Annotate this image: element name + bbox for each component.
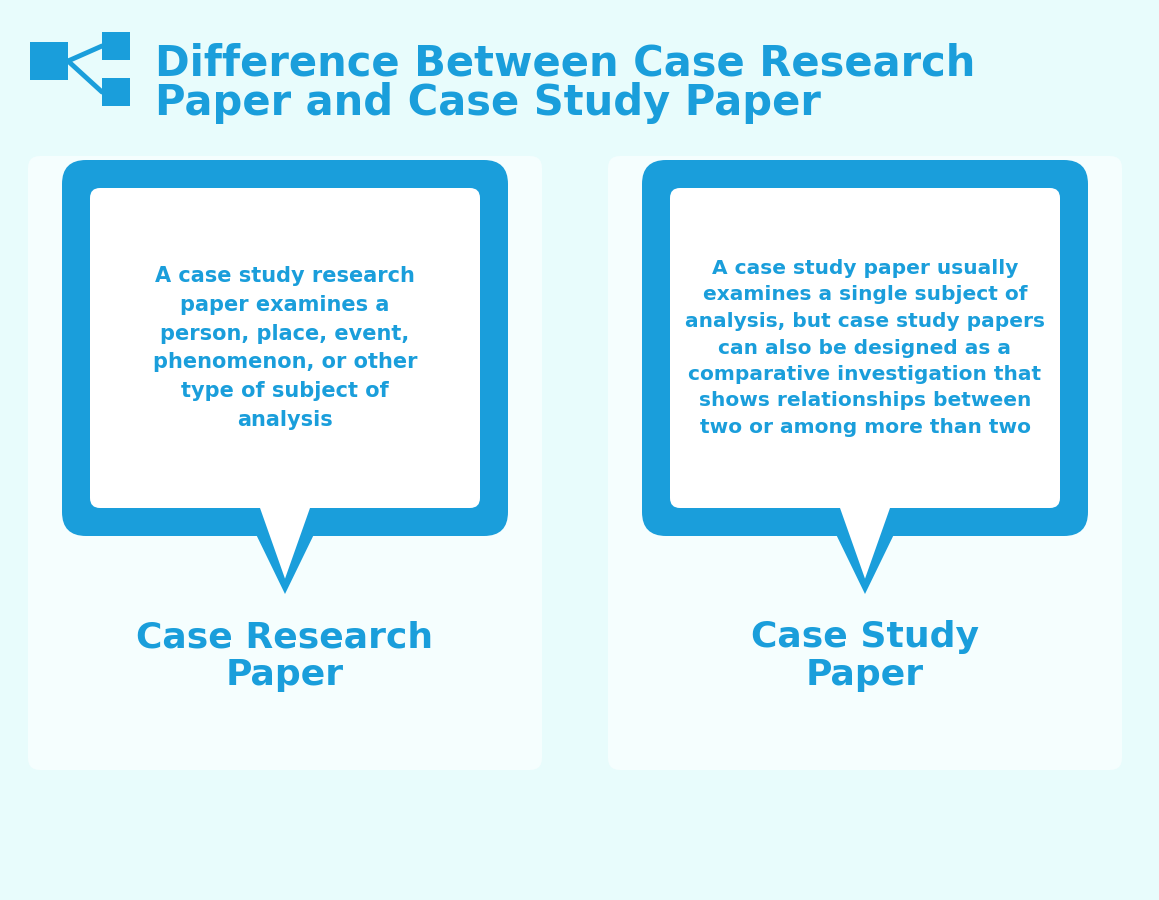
Text: Paper: Paper bbox=[226, 658, 344, 692]
Polygon shape bbox=[839, 504, 891, 579]
FancyBboxPatch shape bbox=[670, 188, 1060, 508]
Text: A case study paper usually
examines a single subject of
analysis, but case study: A case study paper usually examines a si… bbox=[685, 259, 1045, 437]
FancyBboxPatch shape bbox=[608, 156, 1122, 770]
FancyBboxPatch shape bbox=[642, 160, 1088, 536]
Text: Paper: Paper bbox=[806, 658, 924, 692]
Polygon shape bbox=[258, 504, 312, 579]
FancyBboxPatch shape bbox=[30, 42, 68, 80]
FancyBboxPatch shape bbox=[28, 156, 542, 770]
FancyBboxPatch shape bbox=[90, 188, 480, 508]
FancyBboxPatch shape bbox=[102, 78, 130, 106]
Text: Difference Between Case Research: Difference Between Case Research bbox=[155, 42, 976, 84]
Text: A case study research
paper examines a
person, place, event,
phenomenon, or othe: A case study research paper examines a p… bbox=[153, 266, 417, 430]
Polygon shape bbox=[246, 512, 325, 594]
FancyBboxPatch shape bbox=[61, 160, 508, 536]
Polygon shape bbox=[825, 512, 905, 594]
Text: Case Study: Case Study bbox=[751, 620, 979, 654]
FancyBboxPatch shape bbox=[102, 32, 130, 60]
Text: Paper and Case Study Paper: Paper and Case Study Paper bbox=[155, 82, 821, 124]
Text: Case Research: Case Research bbox=[137, 620, 433, 654]
